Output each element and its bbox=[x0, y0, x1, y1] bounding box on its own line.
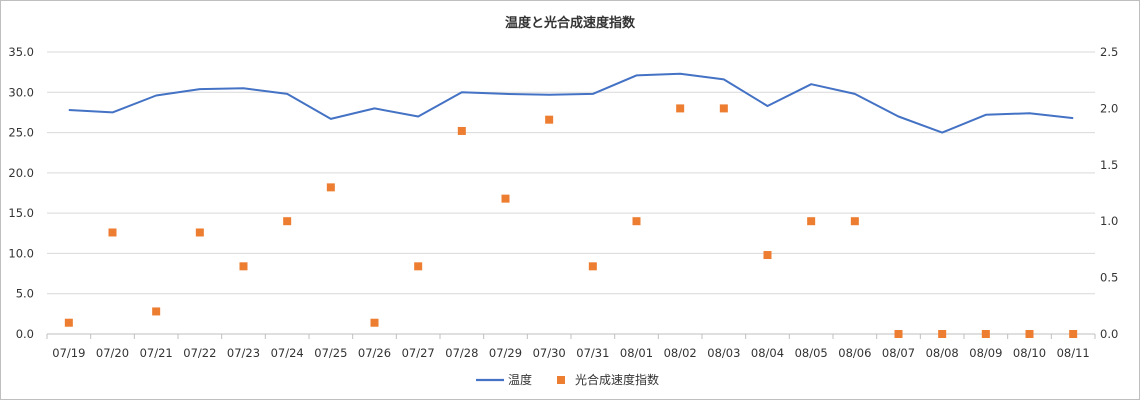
x-tick-label: 07/21 bbox=[140, 346, 173, 360]
x-axis: 07/19 07/20 07/21 07/22 07/23 07/24 07/25 07/26… bbox=[46, 333, 1096, 360]
x-tick-label: 07/22 bbox=[183, 346, 216, 360]
y-right-tick-label: 2.0 bbox=[1100, 101, 1118, 115]
x-tick-label: 07/26 bbox=[358, 346, 391, 360]
x-tick-label: 07/20 bbox=[96, 346, 129, 360]
x-tick-label: 07/28 bbox=[445, 346, 478, 360]
photosynthesis-series bbox=[64, 104, 1078, 338]
photosynthesis-point bbox=[283, 217, 292, 226]
x-tick-label: 08/01 bbox=[620, 346, 653, 360]
y-left-tick-label: 30.0 bbox=[8, 85, 34, 99]
x-tick-label: 07/30 bbox=[533, 346, 566, 360]
x-tick-label: 07/27 bbox=[402, 346, 435, 360]
y-left-tick-label: 5.0 bbox=[16, 287, 34, 301]
y-left-tick-label: 15.0 bbox=[8, 206, 34, 220]
y-left-tick-label: 25.0 bbox=[8, 126, 34, 140]
photosynthesis-point bbox=[239, 262, 248, 271]
y-right-tick-label: 0.5 bbox=[1100, 271, 1118, 285]
photosynthesis-point bbox=[850, 217, 859, 226]
photosynthesis-point bbox=[545, 115, 554, 124]
photosynthesis-point bbox=[1069, 330, 1078, 338]
photosynthesis-point bbox=[632, 217, 641, 226]
photosynthesis-point bbox=[501, 194, 510, 203]
photosynthesis-point bbox=[326, 183, 335, 192]
x-tick-label: 07/24 bbox=[271, 346, 304, 360]
chart-title: 温度と光合成速度指数 bbox=[505, 15, 636, 31]
x-tick-label: 08/11 bbox=[1057, 346, 1090, 360]
x-tick-label: 08/09 bbox=[969, 346, 1002, 360]
x-tick-label: 08/06 bbox=[838, 346, 871, 360]
x-tick-label: 08/08 bbox=[926, 346, 959, 360]
x-tick-label: 08/05 bbox=[795, 346, 828, 360]
photosynthesis-point bbox=[763, 251, 772, 260]
photosynthesis-point bbox=[414, 262, 423, 271]
y-right-tick-label: 0.0 bbox=[1100, 327, 1118, 341]
photosynthesis-point bbox=[370, 318, 379, 327]
photosynthesis-point bbox=[676, 104, 685, 113]
photosynthesis-point bbox=[807, 217, 816, 226]
x-tick-label: 07/25 bbox=[314, 346, 347, 360]
y-left-tick-label: 20.0 bbox=[8, 166, 34, 180]
x-tick-label: 07/31 bbox=[576, 346, 609, 360]
photosynthesis-point bbox=[1025, 330, 1034, 338]
x-tick-label: 07/19 bbox=[52, 346, 85, 360]
x-tick-label: 07/23 bbox=[227, 346, 260, 360]
temperature-line bbox=[68, 72, 1074, 134]
photosynthesis-point bbox=[938, 330, 947, 338]
photosynthesis-point bbox=[64, 318, 73, 327]
y-axis-right: 0.0 0.5 1.0 1.5 2.0 2.5 bbox=[1100, 45, 1118, 341]
y-right-tick-label: 1.5 bbox=[1100, 158, 1118, 172]
legend-label-photosynthesis: 光合成速度指数 bbox=[575, 372, 659, 387]
photosynthesis-point bbox=[457, 126, 466, 135]
legend-label-temperature: 温度 bbox=[508, 372, 532, 387]
x-tick-label: 08/07 bbox=[882, 346, 915, 360]
legend: 温度 光合成速度指数 bbox=[476, 372, 659, 387]
y-right-tick-label: 2.5 bbox=[1100, 45, 1118, 59]
y-right-tick-label: 1.0 bbox=[1100, 214, 1118, 228]
x-tick-label: 08/03 bbox=[707, 346, 740, 360]
photosynthesis-point bbox=[719, 104, 728, 113]
photosynthesis-point bbox=[981, 330, 990, 338]
y-axis-left: 0.0 5.0 10.0 15.0 20.0 25.0 30.0 35.0 bbox=[8, 45, 34, 341]
y-left-tick-label: 10.0 bbox=[8, 246, 34, 260]
legend-marker-swatch bbox=[557, 376, 565, 384]
photosynthesis-point bbox=[152, 307, 161, 316]
photosynthesis-point bbox=[894, 330, 903, 338]
x-tick-label: 08/04 bbox=[751, 346, 784, 360]
y-left-tick-label: 35.0 bbox=[8, 45, 34, 59]
photosynthesis-point bbox=[195, 228, 204, 237]
temperature-series bbox=[68, 72, 1074, 134]
photosynthesis-point bbox=[108, 228, 117, 237]
x-tick-label: 08/02 bbox=[664, 346, 697, 360]
y-left-tick-label: 0.0 bbox=[16, 327, 34, 341]
photosynthesis-point bbox=[588, 262, 597, 271]
x-tick-label: 08/10 bbox=[1013, 346, 1046, 360]
x-tick-label: 07/29 bbox=[489, 346, 522, 360]
